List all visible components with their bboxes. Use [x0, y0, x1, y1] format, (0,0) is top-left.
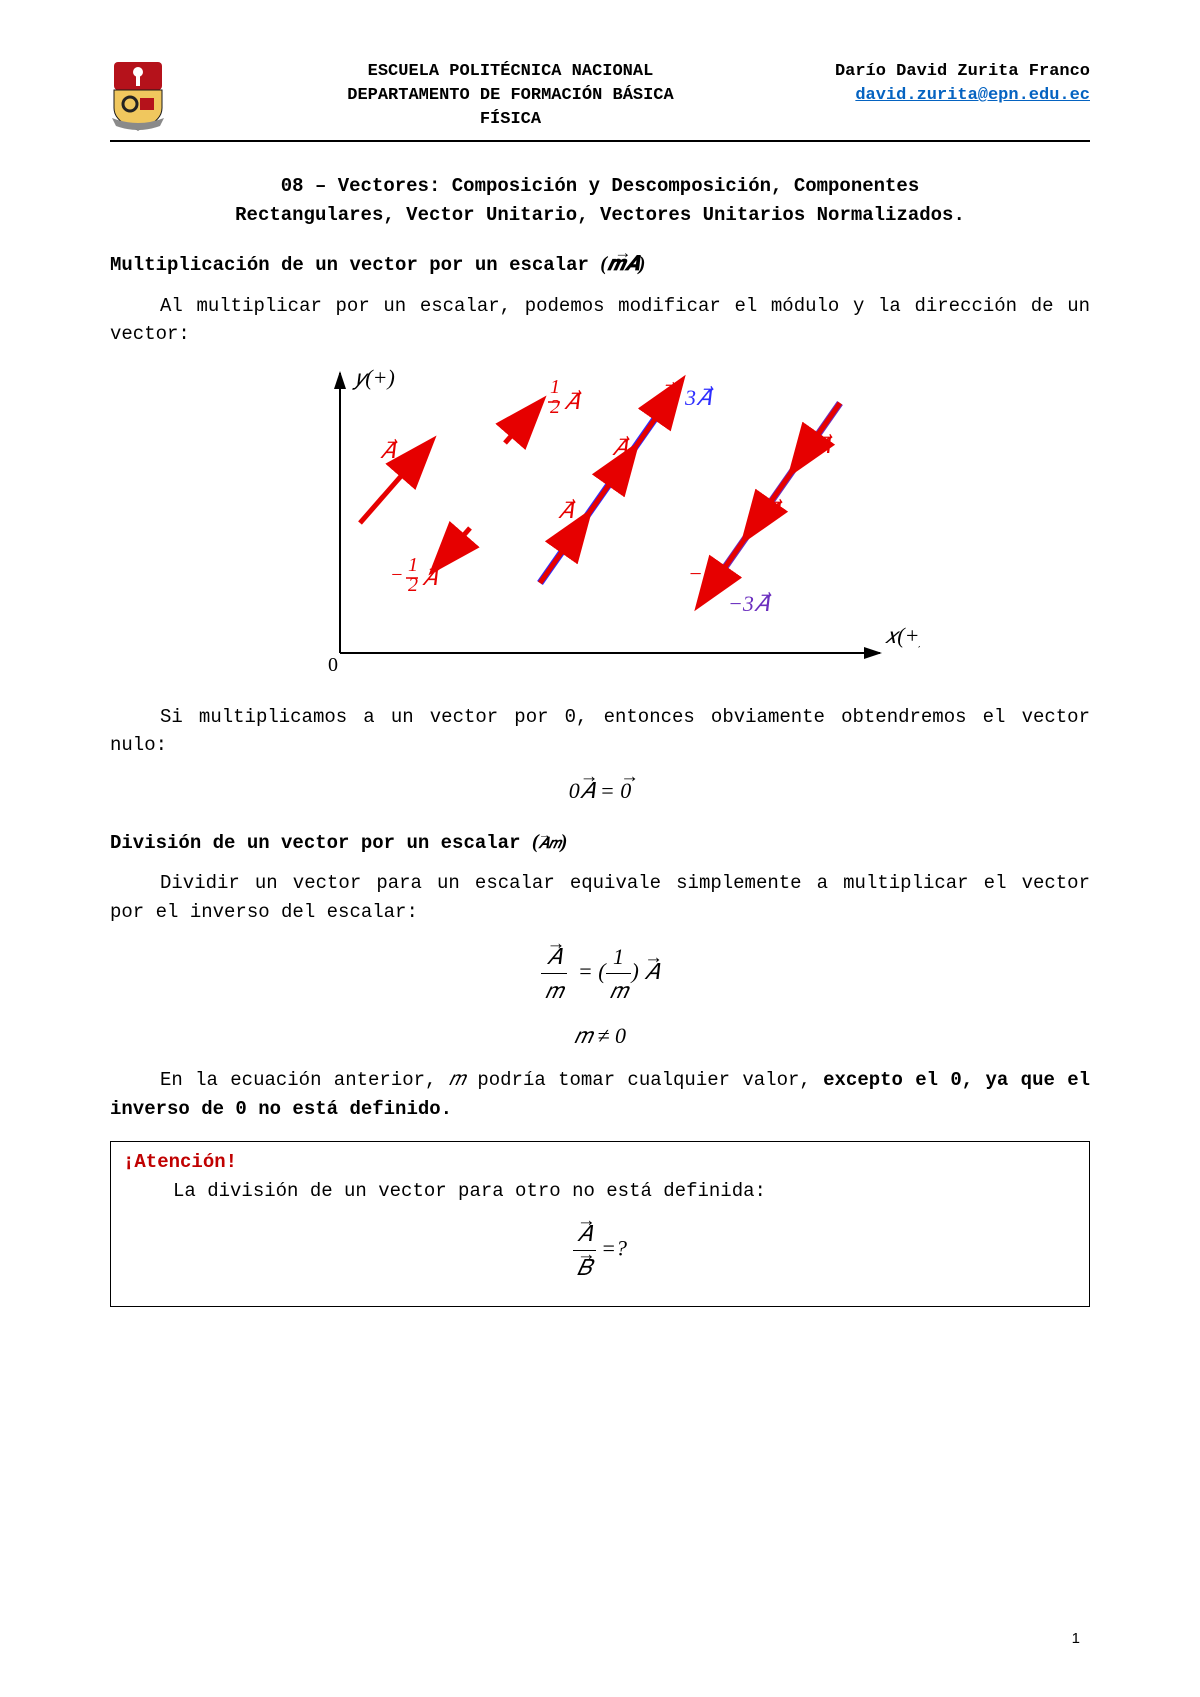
institution-logo-icon [110, 60, 166, 132]
equation-division: 𝐴→𝑚 = (1𝑚) 𝐴→ [110, 940, 1090, 1007]
attention-label: ¡Atención! [123, 1148, 1077, 1177]
equation-zero-vector: 0𝐴→ = 0→ [110, 774, 1090, 807]
document-header: ESCUELA POLITÉCNICA NACIONAL DEPARTAMENT… [110, 60, 1090, 142]
svg-text:−𝐴⃗: −𝐴⃗ [800, 433, 833, 458]
institution-line1: ESCUELA POLITÉCNICA NACIONAL [186, 60, 835, 84]
attention-text: La división de un vector para otro no es… [123, 1177, 1077, 1206]
page-number: 1 [1072, 1630, 1080, 1647]
para-1: Al multiplicar por un escalar, podemos m… [110, 292, 1090, 349]
svg-text:𝐴⃗: 𝐴⃗ [558, 498, 577, 523]
title-line1: 08 – Vectores: Composición y Descomposic… [281, 175, 920, 197]
svg-text:0: 0 [328, 654, 338, 676]
math-A-over-m: (𝐴→𝑚) [532, 831, 568, 853]
header-right: Darío David Zurita Franco david.zurita@e… [835, 60, 1090, 108]
document-title: 08 – Vectores: Composición y Descomposic… [110, 172, 1090, 229]
svg-text:𝑦(+): 𝑦(+) [352, 365, 395, 390]
svg-text:𝐴⃗: 𝐴⃗ [564, 389, 583, 414]
institution-line3: FÍSICA [186, 108, 835, 132]
svg-text:1 2: 1 2 [550, 376, 565, 418]
para-4: En la ecuación anterior, 𝑚 podría tomar … [110, 1064, 1090, 1123]
institution-line2: DEPARTAMENTO DE FORMACIÓN BÁSICA [186, 84, 835, 108]
author-email-link[interactable]: david.zurita@epn.edu.ec [855, 86, 1090, 105]
attention-box: ¡Atención! La división de un vector para… [110, 1141, 1090, 1307]
section-multiplication: Multiplicación de un vector por un escal… [110, 249, 1090, 280]
svg-text:−𝐴⃗: −𝐴⃗ [688, 561, 721, 586]
svg-text:−𝐴⃗: −𝐴⃗ [750, 498, 783, 523]
equation-m-neq-0: 𝑚 ≠ 0 [110, 1019, 1090, 1052]
para-2: Si multiplicamos a un vector por 0, ento… [110, 703, 1090, 760]
vector-diagram: 𝑦(+) 𝑥(+) 0 𝐴⃗ 1 2 𝐴⃗ − 1 2 𝐴⃗ [280, 363, 920, 683]
svg-text:𝐴⃗: 𝐴⃗ [380, 438, 399, 463]
svg-text:1: 1 [408, 554, 418, 576]
math-mA: (𝒎𝑨→) [600, 253, 645, 275]
title-line2: Rectangulares, Vector Unitario, Vectores… [235, 204, 965, 226]
section-division: División de un vector por un escalar (𝐴→… [110, 827, 1090, 858]
svg-text:−3𝐴⃗: −3𝐴⃗ [728, 591, 772, 616]
svg-text:3𝐴⃗: 3𝐴⃗ [684, 385, 715, 410]
content: 08 – Vectores: Composición y Descomposic… [110, 172, 1090, 1307]
svg-text:𝑥(+): 𝑥(+) [885, 623, 920, 648]
svg-text:−: − [390, 564, 404, 586]
header-center: ESCUELA POLITÉCNICA NACIONAL DEPARTAMENT… [186, 60, 835, 131]
para-3: Dividir un vector para un escalar equiva… [110, 869, 1090, 926]
author-name: Darío David Zurita Franco [835, 60, 1090, 84]
svg-text:𝐴⃗: 𝐴⃗ [422, 565, 441, 590]
equation-div-vectors: 𝐴→𝐵→ =? [123, 1217, 1077, 1284]
